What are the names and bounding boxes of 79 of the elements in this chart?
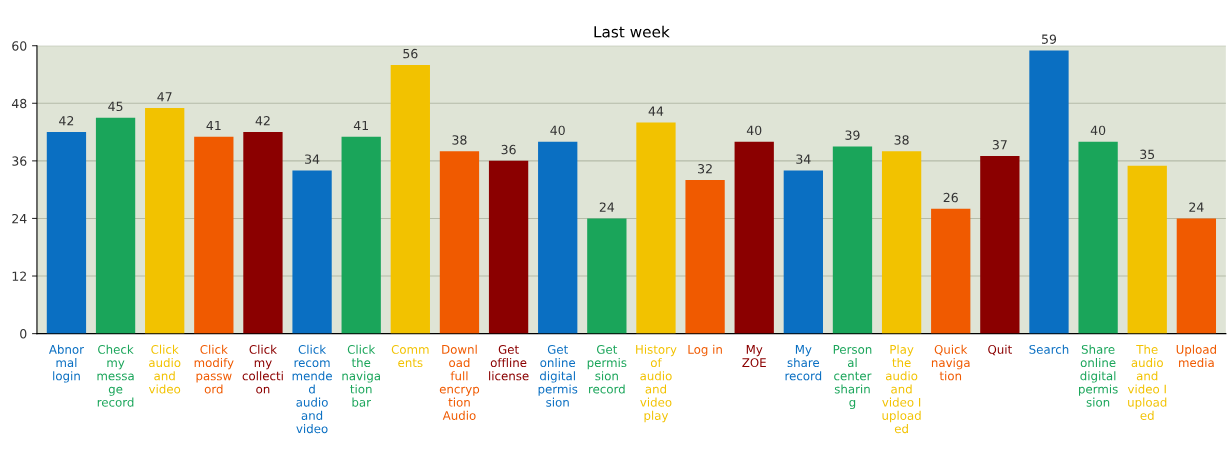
x-tick-label: Get online digital permis sion: [538, 344, 578, 407]
data-label: 44: [648, 106, 664, 116]
data-label: 45: [108, 101, 123, 112]
bar: [145, 108, 185, 334]
x-tick-label: Check my messa ge record: [97, 344, 134, 407]
bar: [1176, 218, 1217, 334]
bar: [341, 136, 381, 334]
data-label: 37: [992, 140, 1007, 150]
x-tick-label: Get offline license: [489, 344, 529, 381]
y-tick-label: 48: [11, 98, 27, 109]
data-label: 36: [501, 144, 516, 155]
data-label: 32: [698, 164, 712, 174]
bar: [881, 151, 922, 334]
x-tick-label: Log in: [688, 344, 722, 357]
bar: [439, 151, 480, 334]
x-tick-label: My share record: [785, 345, 822, 381]
bar: [95, 117, 136, 334]
x-tick-label: Share online digital permis sion: [1079, 344, 1118, 407]
bar: [538, 141, 578, 334]
x-tick-label: Abnor mal login: [48, 344, 84, 383]
x-tick-label: Quick naviga tion: [931, 344, 970, 381]
x-tick-label: Search: [1029, 344, 1069, 354]
bar: [1029, 50, 1069, 334]
data-label: 59: [1041, 34, 1057, 44]
y-tick-label: 60: [12, 41, 27, 51]
bar: [636, 122, 676, 334]
x-tick-label: Person al center sharin g: [833, 345, 872, 410]
x-tick-label: Click modify passw ord: [194, 344, 234, 394]
bar: [488, 160, 529, 334]
x-tick-label: My ZOE: [742, 345, 766, 368]
x-tick-label: Comm ents: [391, 344, 429, 368]
y-tick-label: 0: [20, 329, 27, 339]
bar: [587, 218, 627, 334]
data-label: 34: [796, 154, 811, 164]
x-tick-label: Click audio and video: [148, 344, 181, 394]
bar: [980, 156, 1020, 334]
bar: [734, 141, 774, 334]
bar: [194, 136, 234, 334]
data-label: 40: [550, 125, 565, 136]
chart-title: Last week: [594, 25, 670, 38]
y-tick-label: 12: [12, 271, 26, 281]
data-label: 42: [255, 116, 270, 126]
x-tick-label: Click my collecti on: [242, 344, 283, 394]
x-tick-label: Quit: [988, 344, 1012, 356]
bar: [390, 64, 430, 334]
data-label: 26: [943, 192, 958, 203]
x-tick-label: Click the naviga tion bar: [342, 344, 380, 407]
bar: [243, 132, 283, 334]
bar: [685, 180, 725, 334]
data-label: 24: [599, 202, 615, 212]
x-tick-label: Play the audio and video I upload ed: [882, 344, 921, 434]
bar: [1078, 141, 1118, 334]
data-label: 38: [452, 135, 467, 145]
data-label: 34: [305, 154, 320, 164]
bar: [931, 208, 971, 334]
x-tick-label: Upload media: [1176, 344, 1216, 368]
data-label: 24: [1189, 202, 1204, 212]
bar: [783, 170, 823, 334]
data-label: 47: [157, 92, 172, 102]
bar: [292, 170, 332, 334]
data-label: 38: [894, 135, 909, 145]
data-label: 40: [1090, 125, 1106, 136]
x-tick-label: Get permis sion record: [587, 344, 627, 394]
x-tick-label: Downl oad full encryp tion Audio: [439, 344, 480, 420]
y-tick-label: 36: [12, 156, 27, 166]
data-label: 42: [59, 116, 74, 126]
data-label: 41: [206, 120, 221, 131]
x-tick-label: The audio and video I upload ed: [1127, 344, 1167, 420]
bar: [46, 132, 87, 334]
y-tick-label: 24: [12, 213, 27, 224]
data-label: 35: [1140, 149, 1155, 160]
data-label: 41: [353, 120, 368, 131]
bar: [1127, 165, 1167, 334]
data-label: 40: [746, 125, 762, 136]
x-tick-label: Click recom mende d audio and video: [292, 344, 332, 434]
data-label: 56: [403, 48, 418, 59]
x-tick-label: History of audio and video play: [636, 344, 677, 423]
data-label: 39: [845, 130, 860, 140]
bar: [832, 146, 873, 334]
